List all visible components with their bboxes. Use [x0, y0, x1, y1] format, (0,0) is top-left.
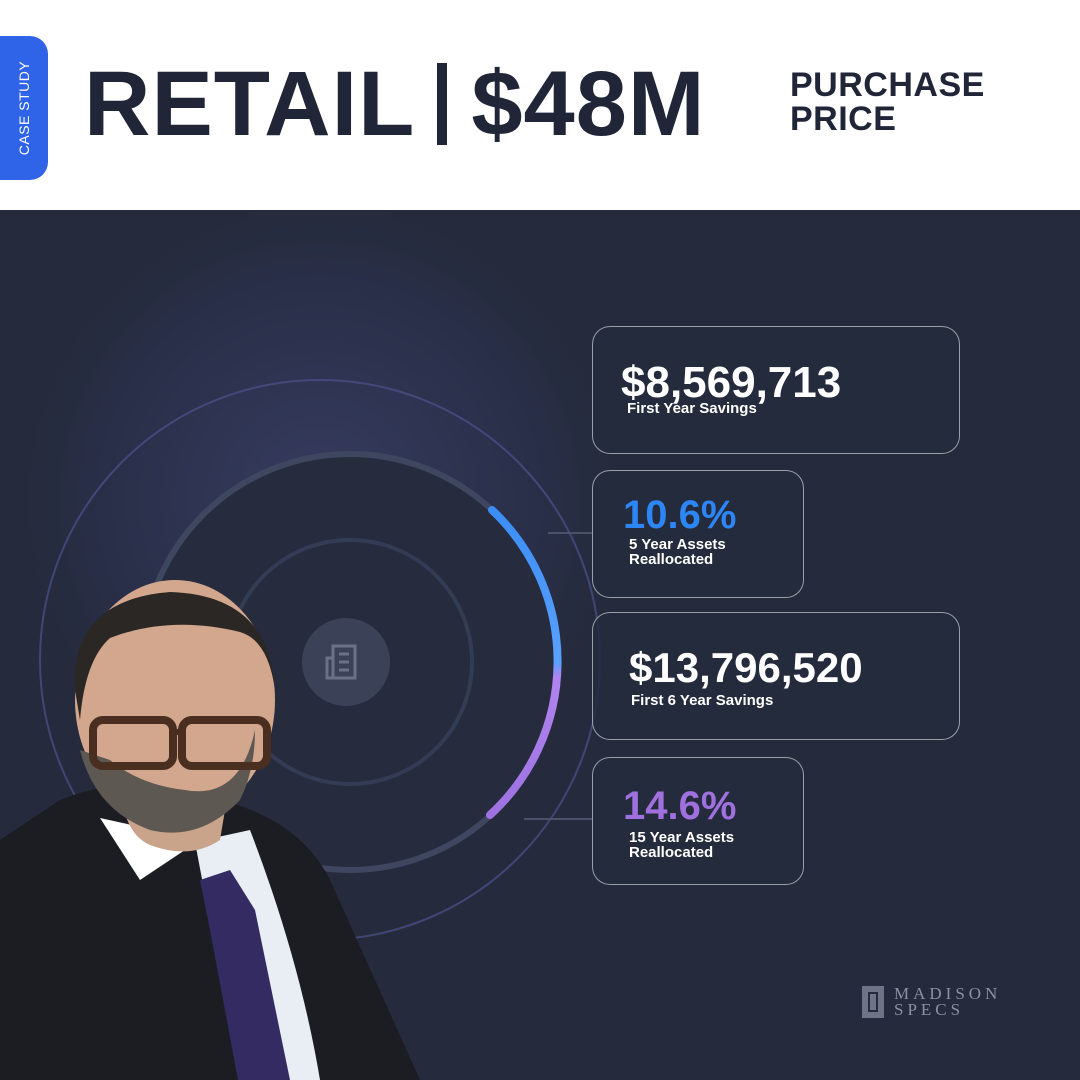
stat-value: 10.6% — [623, 493, 737, 537]
headline: RETAIL $48M — [84, 54, 706, 154]
header: CASE STUDY RETAIL $48M PURCHASE PRICE — [0, 0, 1080, 210]
logo-wordmark: MADISON SPECS — [894, 984, 1002, 1019]
building-icon — [325, 644, 357, 680]
stat-card-first-year-savings: $8,569,713 First Year Savings — [592, 326, 960, 454]
headline-divider — [437, 63, 448, 145]
stat-value: $13,796,520 — [629, 644, 863, 691]
stat-label: First 6 Year Savings — [631, 692, 774, 709]
case-study-label: CASE STUDY — [16, 60, 32, 156]
stat-card-5-year-assets: 10.6% 5 Year Assets Reallocated — [592, 470, 804, 598]
stat-card-first-6-year-savings: $13,796,520 First 6 Year Savings — [592, 612, 960, 740]
price-caption: PURCHASE PRICE — [790, 66, 985, 138]
stat-value: $8,569,713 — [621, 358, 842, 407]
stat-value: 14.6% — [623, 784, 737, 828]
progress-arc — [486, 506, 562, 819]
stat-label: First Year Savings — [627, 400, 757, 417]
executive-portrait — [0, 580, 420, 1080]
case-study-tag: CASE STUDY — [0, 36, 48, 180]
stat-label: 5 Year Assets Reallocated — [629, 536, 726, 568]
logo-mark-icon — [862, 986, 884, 1018]
stat-card-15-year-assets: 14.6% 15 Year Assets Reallocated — [592, 757, 804, 885]
price-value: $48M — [471, 53, 706, 155]
stats-panel: $8,569,713 First Year Savings 10.6% 5 Ye… — [0, 210, 1080, 1080]
stat-label: 15 Year Assets Reallocated — [629, 829, 735, 861]
sector-title: RETAIL — [84, 53, 416, 155]
logo-line-2: SPECS — [894, 1000, 965, 1019]
madison-specs-logo: MADISON SPECS — [862, 984, 1002, 1019]
logo-line-1: MADISON — [894, 984, 1002, 1003]
